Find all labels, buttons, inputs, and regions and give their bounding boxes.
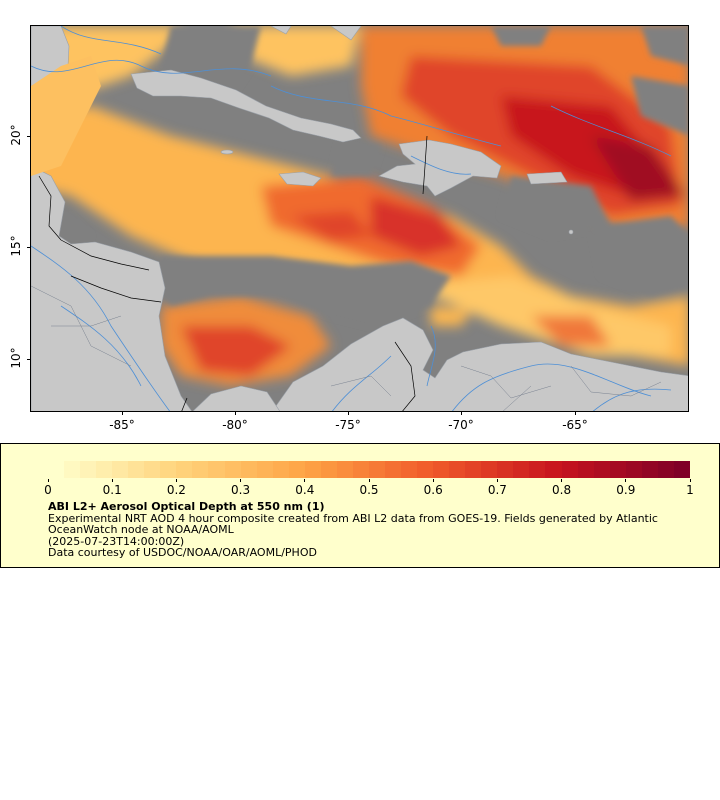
colorbar-tick-label: 0.4 xyxy=(295,483,315,497)
y-tick-mark-20 xyxy=(27,136,30,137)
legend-credit: Data courtesy of USDOC/NOAA/OAR/AOML/PHO… xyxy=(48,546,317,559)
colorbar-tick-label: 1 xyxy=(686,483,694,497)
x-tick-label-85: -85° xyxy=(109,418,135,432)
colorbar-tick-mark xyxy=(561,479,563,482)
colorbar-segment xyxy=(112,461,129,478)
colorbar-segment xyxy=(384,461,402,478)
colorbar-segment xyxy=(433,461,450,478)
colorbar-segment xyxy=(304,461,321,478)
land-masses xyxy=(31,26,688,411)
hispaniola-island xyxy=(378,139,502,197)
x-tick-mark-85 xyxy=(122,412,123,415)
colorbar-segment xyxy=(208,461,225,478)
colorbar-tick-mark xyxy=(111,479,113,482)
colorbar-segment xyxy=(561,461,578,478)
colorbar-tick-label: 0.9 xyxy=(616,483,636,497)
legend-timestamp: (2025-07-23T14:00:00Z) xyxy=(48,534,185,548)
aod-colorbar xyxy=(48,461,690,478)
colorbar-segment xyxy=(272,461,289,478)
colorbar-segment xyxy=(192,461,209,478)
colorbar-segment xyxy=(336,461,353,478)
puerto-rico-island xyxy=(526,171,568,185)
x-tick-label-75: -75° xyxy=(335,418,361,432)
colorbar-tick-mark xyxy=(240,479,242,482)
admin-boundaries xyxy=(31,285,662,411)
colorbar-segment xyxy=(48,461,65,478)
x-tick-mark-75 xyxy=(348,412,349,415)
aod-map-image xyxy=(31,26,688,411)
colorbar-tick-mark xyxy=(368,479,370,482)
colorbar-segment xyxy=(465,461,482,478)
colorbar-tick-mark xyxy=(689,479,691,482)
colorbar-segment xyxy=(545,461,562,478)
y-tick-label-15: 15° xyxy=(9,235,23,257)
colorbar-tick-label: 0.5 xyxy=(359,483,379,497)
x-tick-mark-65 xyxy=(575,412,576,415)
colorbar-segment xyxy=(449,461,466,478)
colorbar-tick-mark xyxy=(47,479,49,482)
aerosol-field xyxy=(31,26,688,411)
rivers xyxy=(31,26,672,411)
colorbar-tick-mark xyxy=(304,479,306,482)
colorbar-segment xyxy=(481,461,498,478)
colorbar-segment xyxy=(288,461,305,478)
colorbar-tick-label: 0.2 xyxy=(166,483,186,497)
colorbar-segment xyxy=(401,461,418,478)
aod-map xyxy=(30,25,689,412)
colorbar-segment xyxy=(352,461,369,478)
colorbar-segment xyxy=(641,461,658,478)
colorbar-tick-label: 0.7 xyxy=(487,483,507,497)
south-america-land xyxy=(272,317,688,411)
y-tick-mark-15 xyxy=(27,247,30,248)
jamaica-island xyxy=(278,171,322,187)
colorbar-segment xyxy=(513,461,530,478)
central-america-land xyxy=(31,165,192,411)
colorbar-tick-mark xyxy=(175,479,177,482)
legend-text: ABI L2+ Aerosol Optical Depth at 550 nm … xyxy=(48,501,688,559)
colorbar-segment xyxy=(144,461,161,478)
colorbar-segment xyxy=(256,461,273,478)
colorbar-tick-label: 0.6 xyxy=(423,483,443,497)
colorbar-segment xyxy=(176,461,193,478)
colorbar-segment xyxy=(368,461,385,478)
x-tick-mark-70 xyxy=(461,412,462,415)
legend-description: Experimental NRT AOD 4 hour composite cr… xyxy=(48,511,658,536)
missing-data-patches xyxy=(41,26,688,411)
x-tick-label-65: -65° xyxy=(562,418,588,432)
colorbar-tick-mark xyxy=(496,479,498,482)
colorbar-segment xyxy=(593,461,610,478)
y-tick-mark-10 xyxy=(27,359,30,360)
legend-panel: 0 0.1 0.2 0.3 0.4 0.5 0.6 0.7 0.8 0.9 1 ABI L2+ Ae… xyxy=(0,443,720,568)
y-tick-label-10: 10° xyxy=(9,347,23,369)
x-tick-label-80: -80° xyxy=(222,418,248,432)
colorbar-segment xyxy=(657,461,674,478)
colorbar-tick-mark xyxy=(625,479,627,482)
country-borders xyxy=(38,135,428,411)
colorbar-segment xyxy=(320,461,337,478)
colorbar-segment xyxy=(96,461,113,478)
colorbar-segment xyxy=(417,461,434,478)
x-tick-label-70: -70° xyxy=(448,418,474,432)
x-tick-mark-80 xyxy=(235,412,236,415)
colorbar-segment xyxy=(224,461,241,478)
colorbar-segment xyxy=(64,461,81,478)
colorbar-segment xyxy=(160,461,177,478)
colorbar-tick-mark xyxy=(432,479,434,482)
colorbar-tick-label: 0 xyxy=(44,483,52,497)
colorbar-segment xyxy=(529,461,546,478)
colorbar-tick-label: 0.3 xyxy=(231,483,251,497)
colorbar-tick-label: 0.8 xyxy=(552,483,572,497)
colorbar-segment xyxy=(609,461,626,478)
legend-title: ABI L2+ Aerosol Optical Depth at 550 nm … xyxy=(48,500,325,513)
colorbar-segment xyxy=(128,461,145,478)
colorbar-segment xyxy=(625,461,642,478)
y-tick-label-20: 20° xyxy=(9,124,23,146)
colorbar-segment xyxy=(240,461,257,478)
cuba-island xyxy=(130,69,362,143)
colorbar-segment xyxy=(497,461,514,478)
colorbar-segment xyxy=(577,461,594,478)
colorbar-segment xyxy=(673,461,690,478)
colorbar-segment xyxy=(80,461,97,478)
colorbar-tick-label: 0.1 xyxy=(102,483,122,497)
